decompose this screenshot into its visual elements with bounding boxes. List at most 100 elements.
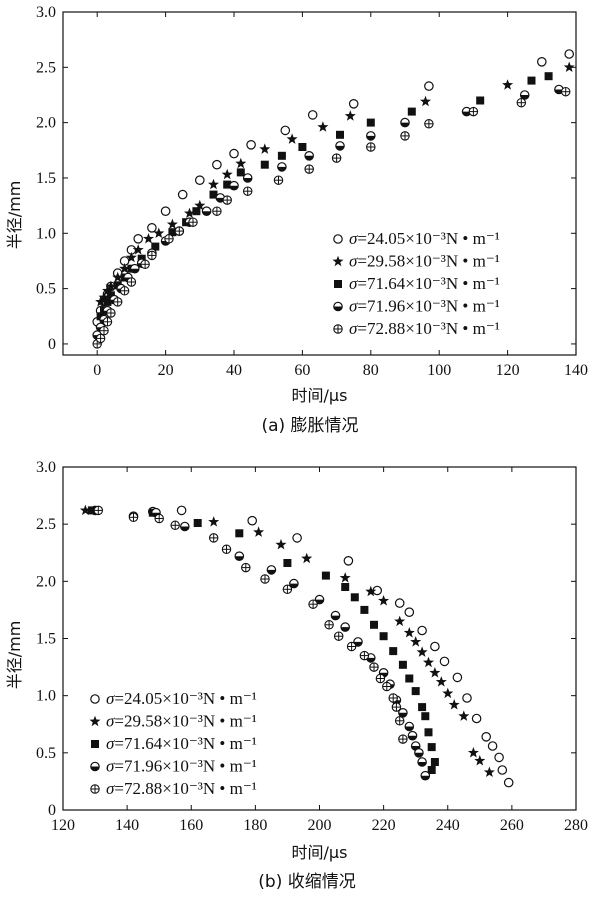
data-point	[379, 632, 388, 641]
data-point	[419, 95, 432, 107]
data-point-fill	[229, 185, 239, 190]
legend-marker	[90, 694, 100, 704]
data-point	[430, 758, 439, 766]
data-point-shape	[442, 687, 454, 699]
data-point	[400, 131, 410, 141]
panel-b-ytick-label: 3.0	[36, 459, 56, 476]
data-point-shape	[497, 765, 508, 775]
data-point	[266, 565, 277, 575]
data-point-fill	[366, 657, 375, 663]
data-point-fill	[267, 569, 276, 575]
data-point-shape	[259, 143, 271, 154]
data-point-shape	[418, 703, 427, 712]
data-point	[336, 130, 344, 139]
panel-a-xtick-label: 100	[427, 362, 451, 379]
data-point-shape	[483, 766, 495, 777]
data-point	[242, 186, 253, 196]
data-point-fill	[277, 166, 287, 172]
data-point-fill	[235, 556, 244, 561]
data-point	[497, 765, 508, 775]
data-point	[343, 555, 354, 566]
data-point-fill	[289, 583, 299, 588]
data-point-shape	[427, 766, 436, 774]
data-point	[331, 153, 342, 163]
legend-entry: σ=24.05×10⁻³N • m⁻¹	[349, 229, 500, 248]
data-point-shape	[166, 218, 178, 230]
data-point	[168, 228, 177, 237]
panel-a-ytick-label: 0.5	[36, 281, 56, 298]
data-point	[229, 148, 239, 159]
data-point-shape	[365, 585, 377, 597]
data-point	[398, 660, 407, 669]
panel-a-series-24-05	[92, 49, 575, 327]
data-point	[394, 598, 405, 608]
data-point-shape	[439, 656, 450, 667]
legend-entry: σ=29.58×10⁻³N • m⁻¹	[349, 252, 500, 271]
data-point-shape	[458, 710, 470, 721]
data-point	[494, 752, 504, 763]
data-point-fill	[366, 135, 375, 141]
data-point	[365, 585, 377, 597]
legend-marker-shape	[333, 234, 343, 244]
panel-b-ytick-label: 2.0	[36, 573, 56, 590]
legend-marker	[332, 255, 344, 267]
data-point	[476, 96, 485, 105]
data-point	[398, 734, 408, 744]
data-point	[563, 61, 575, 72]
panel-a-xtick-label: 20	[158, 362, 174, 379]
data-point	[330, 610, 341, 621]
data-point	[400, 117, 410, 128]
legend-entry: σ=72.88×10⁻³N • m⁻¹	[349, 319, 500, 338]
data-point	[192, 207, 201, 216]
data-point	[260, 574, 270, 584]
data-point-shape	[416, 646, 428, 657]
data-point-shape	[430, 641, 440, 652]
data-point-shape	[125, 251, 137, 263]
data-point	[407, 107, 416, 116]
data-point-shape	[502, 79, 514, 90]
data-point-shape	[253, 526, 265, 537]
data-point	[366, 118, 375, 127]
data-point	[128, 512, 139, 523]
data-point	[458, 710, 470, 721]
panel-b: 120 140 160 180 200 220 240 260 280 0 0.5 1.0 1.5 2.0…	[5, 459, 588, 892]
data-point	[308, 599, 318, 609]
data-point	[147, 223, 157, 233]
data-point	[260, 160, 269, 169]
data-point-shape	[132, 244, 144, 255]
data-point	[79, 504, 91, 516]
data-point	[564, 49, 575, 59]
panel-a-ytick-label: 0	[48, 336, 56, 353]
data-point-fill	[462, 111, 471, 116]
data-point-shape	[87, 506, 96, 515]
data-point-shape	[260, 160, 269, 169]
data-point	[242, 173, 253, 183]
data-point-shape	[286, 133, 298, 144]
data-point	[87, 506, 96, 515]
data-point	[471, 713, 482, 724]
data-point-shape	[103, 297, 112, 306]
data-point	[208, 516, 220, 527]
data-point-shape	[350, 593, 359, 602]
data-point	[403, 627, 415, 638]
data-point-fill	[243, 178, 252, 183]
data-point	[421, 712, 430, 721]
data-point-shape	[160, 206, 171, 216]
panel-a-ytick-label: 3.0	[36, 4, 56, 21]
data-point	[301, 552, 313, 564]
data-point	[394, 615, 406, 627]
data-point	[483, 766, 495, 777]
panel-a-series-29-58	[95, 61, 575, 307]
panel-b-series-71-64	[87, 506, 439, 774]
data-point-shape	[298, 143, 307, 151]
data-point	[164, 234, 174, 244]
data-point	[93, 505, 104, 516]
data-point	[212, 159, 222, 170]
data-point-shape	[404, 607, 415, 618]
data-point-fill	[421, 775, 430, 780]
data-point	[410, 636, 422, 647]
data-point	[467, 747, 479, 758]
data-point-shape	[95, 296, 107, 307]
panel-a-series-72-88	[92, 86, 571, 349]
